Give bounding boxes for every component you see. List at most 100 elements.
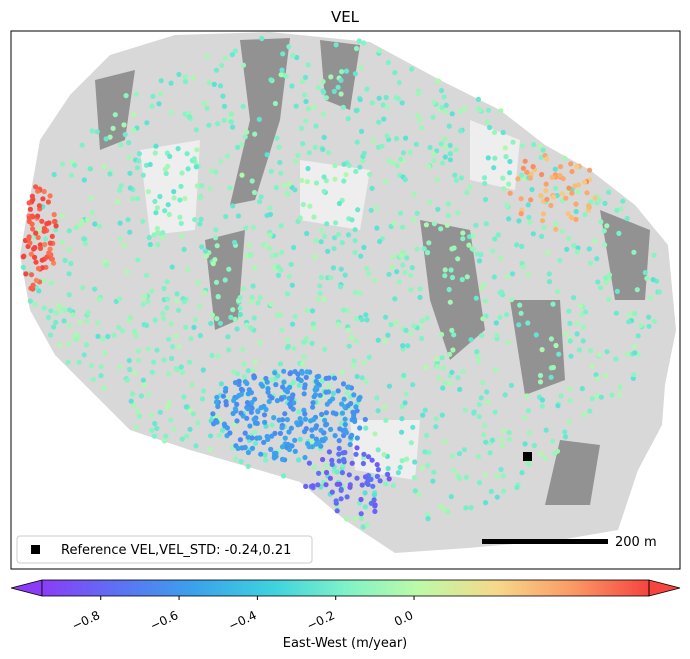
scatter-point	[302, 74, 309, 80]
scatter-point	[290, 406, 296, 412]
scatter-point	[543, 181, 549, 187]
scatter-point	[624, 215, 630, 222]
scatter-point	[613, 310, 620, 316]
scatter-point	[204, 105, 210, 111]
scatter-point	[517, 302, 523, 308]
scatter-point	[409, 265, 415, 271]
scatter-point	[411, 475, 417, 481]
scatter-point	[530, 231, 536, 237]
scatter-point	[253, 440, 259, 446]
scatter-point	[350, 409, 356, 415]
scatter-point	[321, 134, 327, 140]
scatter-point	[574, 164, 580, 170]
scatter-point	[346, 472, 352, 478]
scatter-point	[305, 62, 311, 68]
scatter-point	[89, 210, 95, 216]
scatter-point	[125, 217, 131, 223]
scatter-point	[550, 364, 557, 371]
scatter-point	[318, 239, 324, 245]
scatter-point	[519, 143, 525, 149]
scatter-point	[284, 417, 290, 423]
scatter-point	[348, 334, 354, 341]
scatter-point	[221, 103, 228, 109]
scatter-point	[498, 437, 504, 443]
scatter-point	[441, 94, 447, 100]
scatter-point	[501, 488, 507, 494]
scatter-point	[358, 511, 364, 517]
scatter-point	[245, 463, 251, 469]
scatter-point	[574, 249, 581, 255]
scatter-point	[36, 227, 43, 233]
scatter-point	[98, 373, 104, 379]
scatter-point	[358, 253, 364, 259]
scatter-point	[516, 322, 522, 328]
scatter-point	[239, 141, 245, 147]
scatter-point	[353, 451, 359, 457]
scatter-point	[189, 382, 195, 388]
scatter-point	[360, 158, 366, 164]
scatter-point	[390, 160, 396, 166]
scatter-point	[648, 295, 654, 301]
scatter-point	[565, 211, 571, 217]
scatter-point	[79, 142, 85, 148]
scatter-point	[372, 502, 378, 508]
scatter-point	[292, 437, 298, 443]
scatter-point	[279, 456, 286, 462]
scatter-point	[291, 400, 297, 406]
scatter-point	[557, 164, 564, 170]
scatter-point	[364, 522, 370, 528]
scatter-point	[603, 275, 609, 281]
scatter-point	[261, 412, 268, 418]
scatter-point	[537, 144, 543, 150]
scatter-point	[352, 249, 358, 255]
scatter-point	[330, 410, 336, 416]
scatter-point	[124, 377, 130, 383]
scatter-point	[557, 172, 563, 179]
scatter-point	[53, 310, 59, 316]
scatter-point	[267, 205, 273, 211]
scatter-point	[174, 291, 180, 297]
scatter-point	[166, 400, 172, 406]
legend[interactable]: Reference VEL,VEL_STD: -0.24,0.21	[16, 535, 313, 564]
scatter-point	[278, 170, 284, 176]
scatter-point	[404, 255, 410, 261]
scatter-point	[335, 231, 342, 237]
scatter-point	[289, 83, 295, 89]
scatter-point	[438, 141, 444, 147]
scatter-point	[598, 219, 604, 225]
scatter-point	[96, 297, 102, 303]
scatter-point	[456, 475, 462, 481]
scatter-point	[237, 437, 243, 443]
scatter-point	[241, 361, 247, 367]
scatter-point	[242, 134, 248, 140]
scatter-point	[292, 314, 298, 320]
scatter-point	[186, 359, 193, 365]
scatter-point	[154, 425, 160, 431]
scatter-point	[402, 176, 408, 183]
scatter-point	[573, 201, 579, 207]
scatter-point	[399, 458, 405, 464]
scatter-point	[161, 357, 167, 363]
scatter-point	[292, 448, 298, 454]
scatter-point	[374, 225, 380, 231]
scatter-point	[475, 358, 481, 365]
scatter-point	[365, 481, 371, 487]
scatter-point	[41, 225, 48, 231]
scatter-point	[279, 425, 285, 431]
scatter-point	[257, 340, 263, 346]
scatter-point	[278, 223, 284, 229]
scatter-point	[179, 233, 185, 239]
scatter-point	[335, 322, 341, 328]
scatter-point	[304, 307, 310, 313]
scatter-point	[311, 214, 317, 220]
scatter-point	[165, 371, 172, 377]
scatter-point	[303, 98, 309, 105]
scatter-point	[117, 220, 123, 226]
scatter-point	[35, 234, 41, 241]
scatter-point	[559, 191, 566, 197]
scatter-point	[310, 483, 316, 489]
scatter-point	[474, 251, 481, 257]
scatter-point	[30, 246, 37, 252]
scatter-point	[594, 393, 600, 399]
scatter-point	[519, 243, 525, 249]
